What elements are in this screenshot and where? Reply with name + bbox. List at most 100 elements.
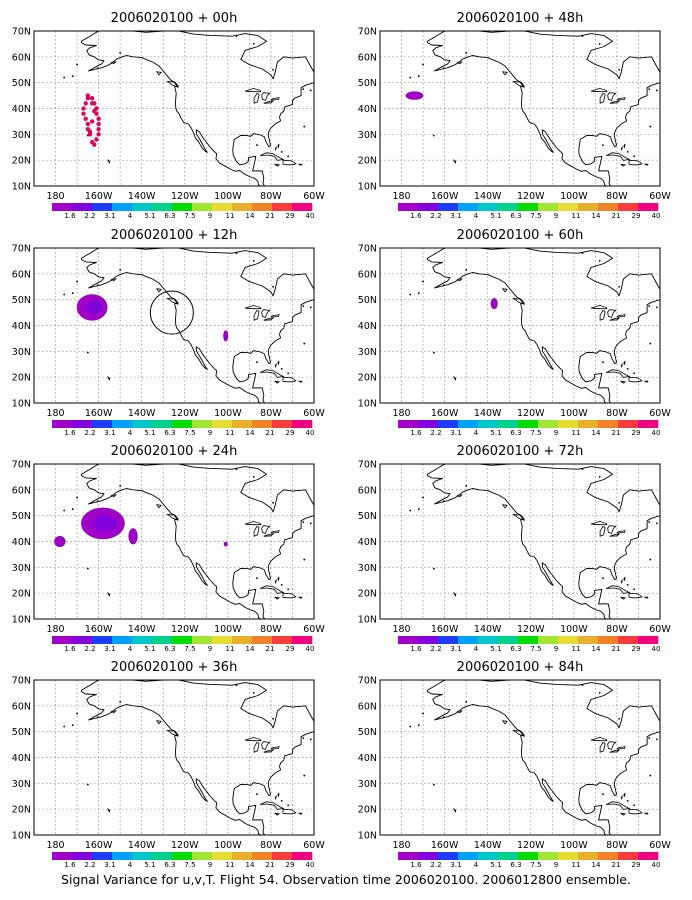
longitude-label: 160W — [431, 840, 459, 851]
colorbar-swatch — [72, 852, 93, 860]
longitude-label: 120W — [517, 408, 545, 419]
latitude-label: 60N — [358, 485, 377, 496]
colorbar-label: 2.2 — [430, 429, 441, 437]
island-outline — [260, 369, 285, 378]
lake-outline — [607, 309, 617, 319]
colorbar-swatch — [498, 636, 519, 644]
latitude-label: 70N — [358, 676, 377, 687]
map-content — [380, 464, 660, 619]
longitude-label: 120W — [171, 191, 199, 202]
colorbar-swatch — [478, 420, 499, 428]
colorbar-label: 21 — [266, 861, 275, 869]
island-outline — [155, 720, 162, 725]
colorbar-swatch — [538, 203, 559, 211]
colorbar-label: 21 — [612, 212, 621, 220]
island-dot — [618, 68, 620, 71]
colorbar-label: 11 — [226, 212, 235, 220]
island-outline — [274, 163, 281, 167]
lake-outline — [263, 749, 275, 753]
island-dot — [71, 508, 74, 511]
lake-outline — [244, 304, 262, 310]
coastline — [426, 464, 660, 619]
colorbar-swatch — [438, 420, 459, 428]
longitude-label: 80W — [260, 624, 282, 635]
island-outline — [166, 80, 179, 88]
latitude-label: 60N — [12, 485, 31, 496]
island-dot — [409, 76, 412, 79]
panel-title: 2006020100 + 84h — [457, 660, 584, 675]
colorbar-label: 5.1 — [144, 429, 155, 437]
colorbar-swatch — [172, 636, 193, 644]
longitude-label: 80W — [606, 624, 628, 635]
colorbar-swatch — [232, 420, 253, 428]
colorbar-label: 3.1 — [450, 645, 461, 653]
colorbar-swatch — [638, 420, 659, 428]
colorbar-label: 2.2 — [430, 861, 441, 869]
longitude-label: 160W — [85, 191, 113, 202]
island-outline — [456, 278, 463, 282]
island-dot — [63, 509, 66, 512]
island-dot — [272, 285, 274, 288]
colorbar-label: 5.1 — [144, 212, 155, 220]
lake-outline — [609, 317, 621, 321]
latitude-label: 50N — [358, 295, 377, 306]
colorbar-label: 3.1 — [104, 645, 115, 653]
island-dot — [119, 485, 122, 487]
island-outline — [606, 585, 631, 594]
island-dot — [63, 76, 66, 79]
latitude-label: 70N — [12, 676, 31, 687]
lake-outline — [616, 746, 626, 750]
island-outline — [274, 578, 278, 585]
latitude-label: 30N — [12, 779, 31, 790]
island-dot — [287, 155, 290, 158]
colorbar-swatch — [72, 203, 93, 211]
colorbar-label: 5.1 — [490, 429, 501, 437]
colorbar-swatch — [578, 420, 599, 428]
colorbar-label: 7.5 — [184, 645, 195, 653]
longitude-label: 80W — [606, 191, 628, 202]
colorbar-swatch — [252, 203, 273, 211]
colorbar-swatch — [398, 852, 419, 860]
lake-outline — [609, 533, 621, 537]
longitude-label: 60W — [303, 408, 325, 419]
lake-outline — [244, 87, 262, 93]
island-outline — [623, 360, 626, 366]
variance-region — [490, 298, 498, 310]
island-dot — [598, 692, 601, 694]
colorbar-label: 3.1 — [450, 861, 461, 869]
island-outline — [501, 288, 508, 293]
colorbar-swatch — [132, 852, 153, 860]
observation-point — [96, 116, 101, 122]
island-dot — [648, 737, 651, 740]
latitude-label: 60N — [358, 52, 377, 63]
island-dot — [649, 125, 652, 128]
latitude-label: 30N — [358, 130, 377, 141]
colorbar-swatch — [418, 420, 439, 428]
island-dot — [96, 67, 99, 70]
island-outline — [512, 297, 525, 305]
island-dot — [442, 716, 445, 719]
lake-outline — [261, 92, 271, 102]
lake-outline — [263, 317, 275, 321]
colorbar-swatch — [518, 203, 539, 211]
map-content — [34, 464, 314, 619]
longitude-label: 180 — [392, 191, 410, 202]
island-dot — [618, 717, 620, 720]
latitude-label: 70N — [358, 460, 377, 471]
observation-point — [92, 108, 97, 114]
island-outline — [628, 376, 643, 383]
island-outline — [274, 362, 278, 369]
island-dot — [432, 567, 435, 570]
colorbar-label: 6.3 — [510, 212, 521, 220]
colorbar-swatch — [192, 636, 213, 644]
lake-outline — [261, 309, 271, 319]
longitude-label: 180 — [46, 191, 64, 202]
longitude-label: 100W — [214, 191, 242, 202]
longitude-label: 120W — [517, 840, 545, 851]
longitude-label: 140W — [474, 840, 502, 851]
colorbar-swatch — [518, 420, 539, 428]
colorbar-swatch — [212, 420, 233, 428]
latitude-label: 60N — [12, 269, 31, 280]
panel-title: 2006020100 + 00h — [111, 11, 238, 26]
island-dot — [303, 125, 306, 128]
